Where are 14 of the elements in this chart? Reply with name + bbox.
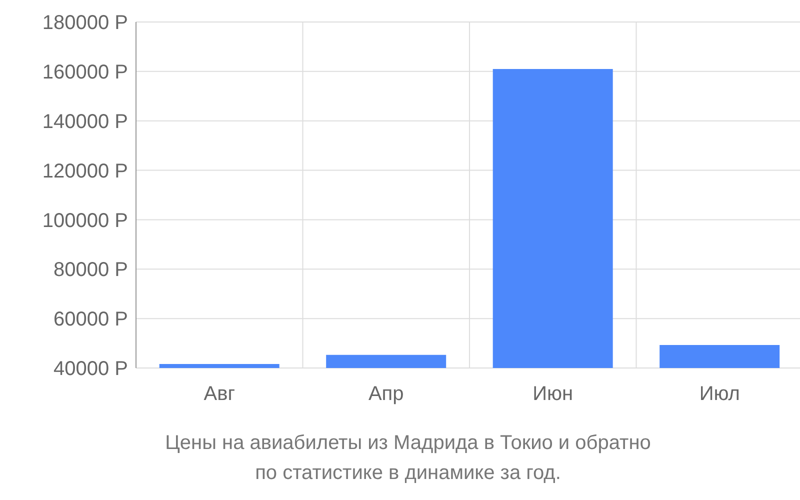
x-tick-label: Июн	[532, 383, 574, 406]
x-tick-label: Авг	[204, 383, 236, 406]
y-tick-label: 100000 Р	[42, 210, 128, 232]
x-tick-label: Апр	[368, 383, 404, 406]
y-tick-label: 120000 Р	[42, 160, 128, 182]
y-tick-label: 80000 Р	[53, 259, 128, 282]
text: Цены на авиабилеты из Мадрида в Токио и обратно	[164, 431, 652, 456]
text: по статистике в динамике за год.	[254, 461, 562, 486]
y-tick-label: 40000 Р	[53, 358, 128, 380]
x-tick-label: Июл	[699, 383, 740, 406]
y-tick-label: 60000 Р	[53, 308, 128, 331]
y-tick-label: 180000 Р	[42, 12, 128, 34]
y-tick-label: 140000 Р	[42, 110, 128, 133]
y-tick-label: 160000 Р	[42, 62, 128, 84]
